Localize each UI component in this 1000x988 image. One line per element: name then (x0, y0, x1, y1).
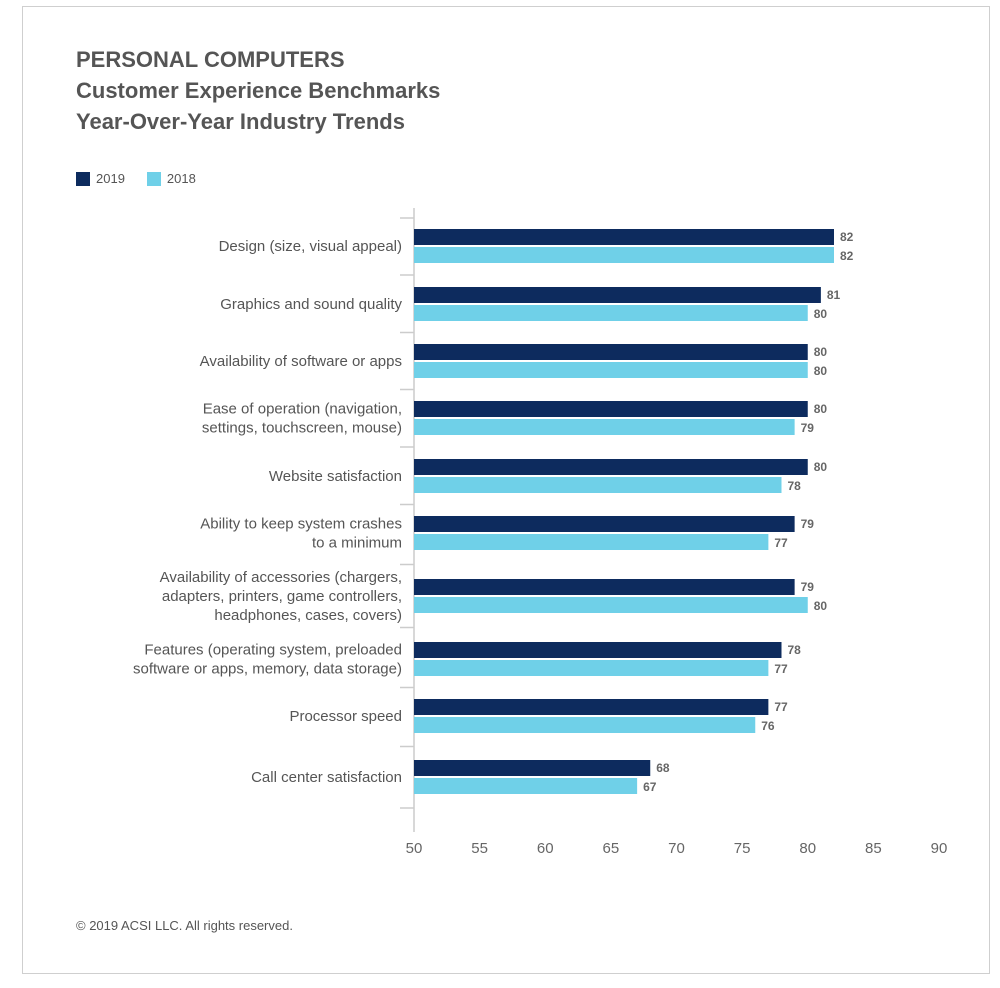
category-label: Availability of accessories (chargers, (160, 569, 402, 586)
legend: 2019 2018 (76, 171, 218, 186)
bar-2018 (414, 778, 638, 794)
data-label-2019: 78 (788, 643, 802, 657)
title-line-1: PERSONAL COMPUTERS (76, 47, 345, 72)
bar-2018 (414, 247, 834, 263)
data-label-2019: 79 (801, 580, 815, 594)
bar-2018 (414, 305, 808, 321)
data-label-2019: 77 (774, 700, 788, 714)
data-label-2018: 76 (761, 719, 775, 733)
bar-2018 (414, 660, 769, 676)
data-label-2019: 80 (814, 345, 828, 359)
data-label-2018: 67 (643, 780, 657, 794)
bar-2019 (414, 760, 651, 776)
x-tick-label: 55 (471, 840, 488, 857)
data-label-2018: 80 (814, 599, 828, 613)
category-label: Availability of software or apps (200, 353, 402, 370)
legend-swatch-2019 (76, 171, 90, 186)
x-tick-label: 70 (668, 840, 685, 857)
x-tick-label: 80 (799, 840, 816, 857)
bar-2019 (414, 459, 808, 475)
bar-2018 (414, 477, 782, 493)
x-tick-label: 50 (406, 840, 423, 857)
category-label: Ability to keep system crashes (200, 516, 402, 533)
bar-2018 (414, 419, 795, 435)
bar-2019 (414, 699, 769, 715)
category-label: adapters, printers, game controllers, (162, 588, 402, 605)
x-tick-label: 85 (865, 840, 882, 857)
category-label: to a minimum (312, 535, 402, 552)
title-line-3: Year-Over-Year Industry Trends (76, 109, 405, 134)
bar-2019 (414, 642, 782, 658)
category-label: Graphics and sound quality (220, 296, 402, 313)
legend-item-2018: 2018 (146, 171, 196, 186)
x-tick-label: 90 (931, 840, 948, 857)
bar-2018 (414, 717, 756, 733)
data-label-2018: 77 (774, 662, 788, 676)
data-label-2019: 80 (814, 460, 828, 474)
bar-2019 (414, 516, 795, 532)
legend-item-2019: 2019 (76, 171, 125, 186)
bar-2019 (414, 229, 834, 245)
bar-2019 (414, 287, 821, 303)
legend-label-2018: 2018 (166, 171, 196, 186)
data-label-2019: 82 (840, 230, 854, 244)
bar-2018 (414, 534, 769, 550)
bar-2019 (414, 579, 795, 595)
data-label-2019: 79 (801, 517, 815, 531)
data-label-2019: 81 (827, 288, 841, 302)
legend-label-2019: 2019 (96, 171, 125, 186)
x-tick-label: 75 (734, 840, 751, 857)
category-label: Website satisfaction (269, 468, 402, 485)
category-label: Processor speed (289, 708, 402, 725)
category-label: Features (operating system, preloaded (144, 642, 402, 659)
data-label-2019: 80 (814, 402, 828, 416)
data-label-2018: 78 (788, 479, 802, 493)
category-label: Ease of operation (navigation, (203, 401, 402, 418)
category-label: software or apps, memory, data storage) (133, 661, 402, 678)
chart-title: PERSONAL COMPUTERS Customer Experience B… (76, 44, 440, 137)
category-label: Call center satisfaction (251, 769, 402, 786)
data-label-2018: 82 (840, 249, 854, 263)
data-label-2018: 77 (774, 536, 788, 550)
data-label-2018: 80 (814, 307, 828, 321)
category-label: headphones, cases, covers) (214, 607, 402, 624)
data-label-2018: 80 (814, 364, 828, 378)
bar-2018 (414, 362, 808, 378)
category-label: Design (size, visual appeal) (219, 238, 402, 255)
data-label-2019: 68 (656, 761, 670, 775)
x-tick-label: 65 (603, 840, 620, 857)
bar-2018 (414, 597, 808, 613)
category-label: settings, touchscreen, mouse) (202, 420, 402, 437)
bar-2019 (414, 344, 808, 360)
copyright-footer: © 2019 ACSI LLC. All rights reserved. (76, 918, 293, 933)
legend-swatch-2018 (146, 171, 161, 186)
bar-2019 (414, 401, 808, 417)
title-line-2: Customer Experience Benchmarks (76, 78, 441, 103)
x-tick-label: 60 (537, 840, 554, 857)
data-label-2018: 79 (801, 421, 815, 435)
